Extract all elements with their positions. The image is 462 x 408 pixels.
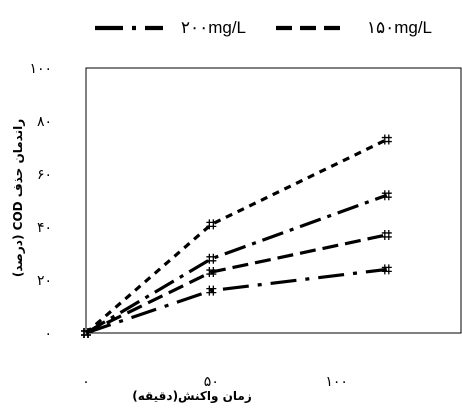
data-point — [381, 190, 392, 201]
data-point — [206, 285, 217, 296]
axes — [85, 67, 462, 334]
y-axis-title: راندمان حذف COD (درصد) — [11, 119, 25, 277]
data-point — [381, 229, 392, 240]
y-tick-label: ۰ — [44, 326, 52, 342]
legend-item-2: ۱۵۰mg/L — [276, 18, 432, 37]
data-point — [81, 328, 91, 338]
y-tick-labels: ۰ ۲۰ ۴۰ ۶۰ ۸۰ ۱۰۰ — [29, 61, 52, 342]
data-point — [381, 264, 392, 275]
x-tick-label: ۱۰۰ — [325, 374, 348, 390]
x-tick-label: ۰ — [82, 374, 90, 390]
data-point — [206, 219, 217, 230]
series-line-3 — [85, 233, 388, 335]
legend-label: ۲۰۰mg/L — [181, 18, 246, 37]
x-tick-label: ۵۰ — [204, 374, 219, 390]
y-tick-label: ۲۰ — [37, 273, 52, 289]
y-tick-label: ۴۰ — [37, 220, 52, 236]
plot-frame — [85, 67, 462, 334]
data-markers — [81, 134, 392, 338]
y-tick-label: ۶۰ — [37, 167, 52, 183]
legend-item-1: ۲۰۰mg/L — [95, 18, 246, 37]
data-point — [206, 267, 217, 278]
legend: ۲۰۰mg/L ۱۵۰mg/L — [95, 18, 432, 37]
series-line-1 — [84, 138, 388, 335]
y-tick-label: ۱۰۰ — [29, 61, 52, 77]
series-lines — [84, 138, 388, 335]
y-tick-label: ۸۰ — [37, 114, 52, 130]
x-tick-labels: ۰ ۵۰ ۱۰۰ — [82, 374, 348, 390]
data-point — [206, 253, 217, 264]
series-line-4 — [85, 267, 387, 335]
data-point — [381, 134, 392, 145]
series-line-2 — [85, 193, 388, 335]
x-axis-title: زمان واکنش(دقیقه) — [132, 389, 252, 404]
legend-label: ۱۵۰mg/L — [367, 18, 432, 37]
